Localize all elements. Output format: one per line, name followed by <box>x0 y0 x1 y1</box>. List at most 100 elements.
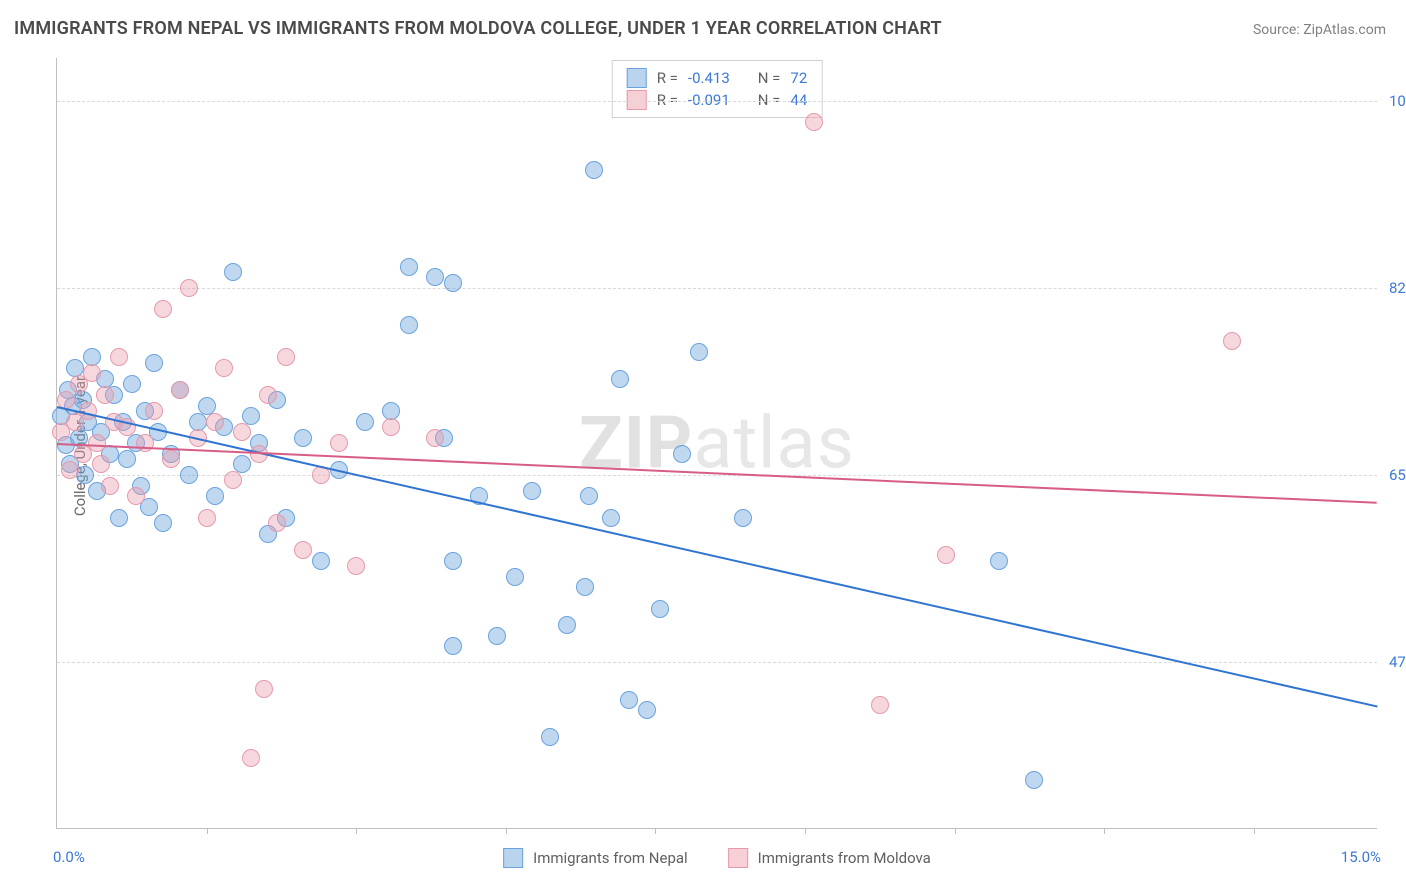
data-point-moldova <box>162 450 180 468</box>
data-point-moldova <box>805 113 823 131</box>
x-tick <box>1254 828 1255 834</box>
data-point-nepal <box>312 552 330 570</box>
gridline <box>57 288 1377 289</box>
data-point-nepal <box>118 450 136 468</box>
data-point-moldova <box>101 477 119 495</box>
data-point-nepal <box>638 701 656 719</box>
y-tick-label: 82.5% <box>1379 279 1406 297</box>
data-point-nepal <box>123 375 141 393</box>
data-point-moldova <box>347 557 365 575</box>
legend-stats: R =-0.413N =72R =-0.091N =44 <box>612 60 823 118</box>
data-point-nepal <box>242 407 260 425</box>
x-axis-max-label: 15.0% <box>1341 848 1381 866</box>
x-tick <box>1104 828 1105 834</box>
data-point-nepal <box>611 370 629 388</box>
data-point-moldova <box>136 434 154 452</box>
data-point-nepal <box>576 578 594 596</box>
data-point-moldova <box>127 487 145 505</box>
data-point-moldova <box>92 455 110 473</box>
data-point-nepal <box>585 161 603 179</box>
chart-container: IMMIGRANTS FROM NEPAL VS IMMIGRANTS FROM… <box>0 0 1406 892</box>
n-label: N = <box>758 67 781 89</box>
data-point-nepal <box>673 445 691 463</box>
x-tick <box>506 828 507 834</box>
data-point-nepal <box>444 552 462 570</box>
legend-swatch <box>503 848 523 868</box>
data-point-moldova <box>382 418 400 436</box>
data-point-moldova <box>206 413 224 431</box>
data-point-nepal <box>110 509 128 527</box>
data-point-moldova <box>180 279 198 297</box>
data-point-moldova <box>871 696 889 714</box>
data-point-moldova <box>96 386 114 404</box>
data-point-moldova <box>259 386 277 404</box>
data-point-moldova <box>277 348 295 366</box>
data-point-nepal <box>426 268 444 286</box>
legend-series-item: Immigrants from Moldova <box>728 848 931 868</box>
data-point-moldova <box>268 514 286 532</box>
data-point-moldova <box>110 348 128 366</box>
data-point-moldova <box>1223 332 1241 350</box>
x-tick <box>207 828 208 834</box>
gridline <box>57 101 1377 102</box>
y-tick-label: 47.5% <box>1379 653 1406 671</box>
legend-swatch <box>728 848 748 868</box>
legend-stat-row: R = -0.413 N = 72 <box>627 67 808 89</box>
data-point-nepal <box>734 509 752 527</box>
data-point-moldova <box>198 509 216 527</box>
data-point-nepal <box>444 274 462 292</box>
source-label: Source: <box>1253 22 1300 38</box>
data-point-nepal <box>541 728 559 746</box>
data-point-moldova <box>937 546 955 564</box>
data-point-nepal <box>444 637 462 655</box>
data-point-moldova <box>88 434 106 452</box>
data-point-nepal <box>145 354 163 372</box>
data-point-moldova <box>233 423 251 441</box>
data-point-moldova <box>61 461 79 479</box>
data-point-moldova <box>330 434 348 452</box>
data-point-nepal <box>154 514 172 532</box>
r-label: R = <box>657 67 678 89</box>
data-point-nepal <box>580 487 598 505</box>
data-point-nepal <box>488 627 506 645</box>
data-point-nepal <box>506 568 524 586</box>
source-link[interactable]: ZipAtlas.com <box>1303 22 1386 38</box>
trendline <box>57 443 1377 504</box>
data-point-nepal <box>558 616 576 634</box>
legend-series: Immigrants from Nepal Immigrants from Mol… <box>503 848 931 868</box>
source-attribution: Source: ZipAtlas.com <box>1253 22 1386 38</box>
data-point-nepal <box>1025 771 1043 789</box>
chart-title: IMMIGRANTS FROM NEPAL VS IMMIGRANTS FROM… <box>14 18 942 39</box>
x-tick <box>356 828 357 834</box>
data-point-nepal <box>356 413 374 431</box>
data-point-moldova <box>171 381 189 399</box>
data-point-nepal <box>180 466 198 484</box>
data-point-nepal <box>620 691 638 709</box>
data-point-moldova <box>224 471 242 489</box>
data-point-moldova <box>242 749 260 767</box>
plot-area: ZIPatlas R =-0.413N =72R =-0.091N =44 Im… <box>56 58 1377 829</box>
n-value: 72 <box>790 67 807 89</box>
data-point-nepal <box>523 482 541 500</box>
x-axis-min-label: 0.0% <box>53 848 85 866</box>
data-point-nepal <box>294 429 312 447</box>
data-point-nepal <box>651 600 669 618</box>
data-point-moldova <box>215 359 233 377</box>
r-value: -0.413 <box>688 67 730 89</box>
y-tick-label: 100.0% <box>1379 92 1406 110</box>
legend-series-item: Immigrants from Nepal <box>503 848 688 868</box>
data-point-nepal <box>233 455 251 473</box>
data-point-nepal <box>690 343 708 361</box>
x-tick <box>655 828 656 834</box>
data-point-moldova <box>255 680 273 698</box>
data-point-nepal <box>990 552 1008 570</box>
x-tick <box>805 828 806 834</box>
x-tick <box>955 828 956 834</box>
y-tick-label: 65.0% <box>1379 466 1406 484</box>
data-point-moldova <box>83 364 101 382</box>
gridline <box>57 475 1377 476</box>
data-point-nepal <box>400 258 418 276</box>
data-point-moldova <box>426 429 444 447</box>
legend-swatch <box>627 68 647 88</box>
data-point-nepal <box>224 263 242 281</box>
